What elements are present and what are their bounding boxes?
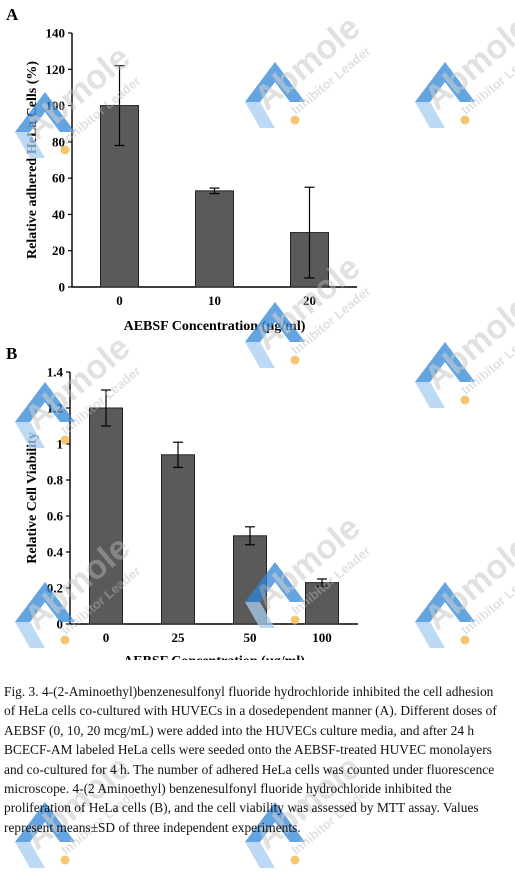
y-tick-label: 0 xyxy=(59,280,66,295)
y-tick-label: 0.6 xyxy=(47,509,64,524)
bar xyxy=(305,582,339,625)
y-tick-label: 1.2 xyxy=(47,401,63,416)
x-axis-label: AEBSF Concentration (µg/ml) xyxy=(123,654,305,660)
y-tick-label: 0.2 xyxy=(47,581,63,596)
bar xyxy=(195,190,234,288)
y-tick-label: 20 xyxy=(52,243,65,258)
bar xyxy=(233,535,267,625)
bar xyxy=(89,407,123,625)
y-tick-label: 120 xyxy=(46,62,66,77)
figure-caption: Fig. 3. 4-(2-Aminoethyl)benzenesulfonyl … xyxy=(4,684,497,835)
y-tick-label: 60 xyxy=(52,171,65,186)
y-axis-label: Relative Cell Viability xyxy=(25,432,40,563)
watermark-dot xyxy=(290,855,300,865)
y-tick-label: 0 xyxy=(57,617,64,632)
bar xyxy=(161,454,195,625)
watermark-dot xyxy=(60,855,70,865)
watermark-logo-shape xyxy=(245,842,275,868)
x-tick-label: 0 xyxy=(116,293,123,308)
y-tick-label: 80 xyxy=(52,134,65,149)
chart-panel-a: A 0 20 40 60 80 100 120 140 0 10 20 AEBSF Concentrat… xyxy=(6,5,357,334)
watermark-logo-shape xyxy=(15,842,45,868)
y-tick-label: 40 xyxy=(52,207,65,222)
y-tick-label: 0.8 xyxy=(47,473,64,488)
x-tick-label: 10 xyxy=(208,293,221,308)
panel-letter: A xyxy=(6,5,19,24)
x-tick-label: 25 xyxy=(172,630,186,645)
x-tick-label: 0 xyxy=(103,630,110,645)
y-axis-label: Relative adhered HeLa Cells (%) xyxy=(25,61,40,259)
x-tick-label: 50 xyxy=(244,630,257,645)
chart-panel-b: B 0 0.2 0.4 0.6 0.8 1 1.2 1.4 0 25 50 100 AEBSF Conce… xyxy=(6,344,358,660)
x-tick-label: 100 xyxy=(312,630,332,645)
panel-letter: B xyxy=(6,344,17,363)
x-axis-label: AEBSF Concentration (µg/ml) xyxy=(124,319,306,334)
y-tick-label: 140 xyxy=(46,26,66,41)
x-tick-label: 20 xyxy=(303,293,316,308)
y-tick-label: 0.4 xyxy=(47,545,64,560)
y-tick-label: 100 xyxy=(46,98,66,113)
y-tick-label: 1.4 xyxy=(47,365,64,380)
y-tick-label: 1 xyxy=(57,437,64,452)
